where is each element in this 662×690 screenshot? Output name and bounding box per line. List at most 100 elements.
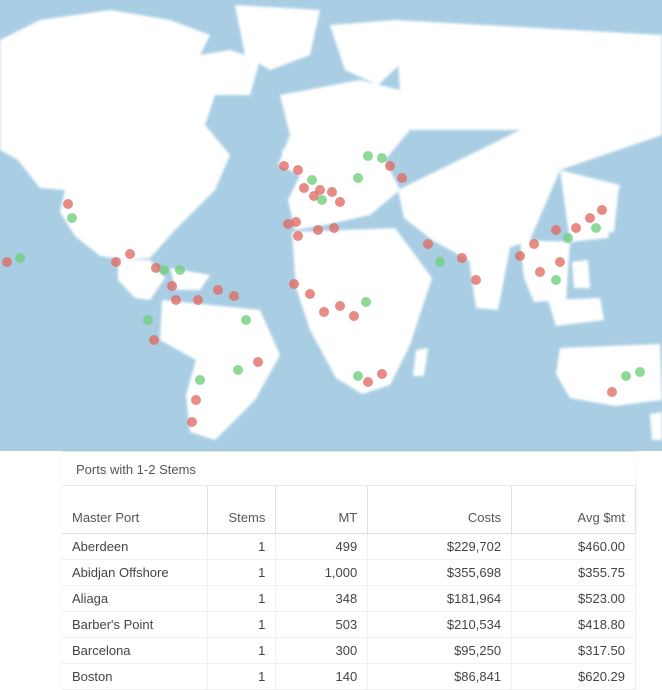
port-dot[interactable]	[535, 267, 545, 277]
port-dot[interactable]	[125, 249, 135, 259]
port-dot[interactable]	[67, 213, 77, 223]
port-dot[interactable]	[621, 371, 631, 381]
cell-mt: 300	[276, 638, 368, 664]
table-row[interactable]: Aliaga1348$181,964$523.00	[62, 586, 636, 612]
port-dot[interactable]	[397, 173, 407, 183]
port-dot[interactable]	[377, 153, 387, 163]
port-dot[interactable]	[591, 223, 601, 233]
port-dot[interactable]	[607, 387, 617, 397]
port-dot[interactable]	[299, 183, 309, 193]
port-dot[interactable]	[551, 225, 561, 235]
port-dot[interactable]	[193, 295, 203, 305]
port-dot[interactable]	[159, 265, 169, 275]
table-row[interactable]: Barcelona1300$95,250$317.50	[62, 638, 636, 664]
port-dot[interactable]	[315, 185, 325, 195]
port-dot[interactable]	[63, 199, 73, 209]
port-dot[interactable]	[289, 279, 299, 289]
port-dot[interactable]	[241, 315, 251, 325]
port-dot[interactable]	[329, 223, 339, 233]
port-dot[interactable]	[563, 233, 573, 243]
port-dot[interactable]	[363, 377, 373, 387]
port-dot[interactable]	[555, 257, 565, 267]
port-dot[interactable]	[597, 205, 607, 215]
port-dot[interactable]	[353, 173, 363, 183]
cell-stems: 1	[208, 664, 276, 690]
col-header-master-port[interactable]: Master Port	[62, 486, 208, 534]
cell-port: Abidjan Offshore	[62, 560, 208, 586]
panel-title: Ports with 1-2 Stems	[62, 452, 636, 486]
cell-port: Barber's Point	[62, 612, 208, 638]
port-dot[interactable]	[353, 371, 363, 381]
table-row[interactable]: Aberdeen1499$229,702$460.00	[62, 534, 636, 560]
cell-port: Boston	[62, 664, 208, 690]
cell-costs: $181,964	[368, 586, 512, 612]
port-dot[interactable]	[253, 357, 263, 367]
cell-port: Aliaga	[62, 586, 208, 612]
port-dot[interactable]	[233, 365, 243, 375]
port-dot[interactable]	[149, 335, 159, 345]
port-dot[interactable]	[167, 281, 177, 291]
port-dot[interactable]	[385, 161, 395, 171]
port-dot[interactable]	[2, 257, 12, 267]
port-dot[interactable]	[111, 257, 121, 267]
port-dot[interactable]	[471, 275, 481, 285]
col-header-costs[interactable]: Costs	[368, 486, 512, 534]
port-dot[interactable]	[423, 239, 433, 249]
port-dot[interactable]	[327, 187, 337, 197]
cell-mt: 499	[276, 534, 368, 560]
cell-stems: 1	[208, 638, 276, 664]
port-dot[interactable]	[187, 417, 197, 427]
col-header-stems[interactable]: Stems	[208, 486, 276, 534]
port-dot[interactable]	[551, 275, 561, 285]
port-dot[interactable]	[15, 253, 25, 263]
table-row[interactable]: Abidjan Offshore11,000$355,698$355.75	[62, 560, 636, 586]
port-dot[interactable]	[515, 251, 525, 261]
port-dot[interactable]	[195, 375, 205, 385]
cell-stems: 1	[208, 612, 276, 638]
port-dot[interactable]	[313, 225, 323, 235]
port-dot[interactable]	[191, 395, 201, 405]
port-dot[interactable]	[279, 161, 289, 171]
port-dot[interactable]	[335, 301, 345, 311]
cell-stems: 1	[208, 534, 276, 560]
port-dot[interactable]	[213, 285, 223, 295]
port-dot[interactable]	[363, 151, 373, 161]
port-dot[interactable]	[457, 253, 467, 263]
cell-avg: $418.80	[512, 612, 636, 638]
port-dot[interactable]	[377, 369, 387, 379]
port-dot[interactable]	[229, 291, 239, 301]
port-dot[interactable]	[349, 311, 359, 321]
cell-port: Aberdeen	[62, 534, 208, 560]
world-map[interactable]	[0, 0, 662, 451]
table-row[interactable]: Boston1140$86,841$620.29	[62, 664, 636, 690]
port-dot[interactable]	[171, 295, 181, 305]
port-dot[interactable]	[305, 289, 315, 299]
port-dot[interactable]	[291, 217, 301, 227]
world-map-svg	[0, 0, 662, 451]
port-dot[interactable]	[529, 239, 539, 249]
cell-avg: $355.75	[512, 560, 636, 586]
table-row[interactable]: Barber's Point1503$210,534$418.80	[62, 612, 636, 638]
col-header-avg[interactable]: Avg $mt	[512, 486, 636, 534]
port-dot[interactable]	[143, 315, 153, 325]
table-body: Aberdeen1499$229,702$460.00Abidjan Offsh…	[62, 534, 636, 690]
port-dot[interactable]	[293, 231, 303, 241]
port-dot[interactable]	[585, 213, 595, 223]
cell-stems: 1	[208, 586, 276, 612]
port-dot[interactable]	[175, 265, 185, 275]
port-dot[interactable]	[319, 307, 329, 317]
port-dot[interactable]	[335, 197, 345, 207]
port-dot[interactable]	[571, 223, 581, 233]
port-dot[interactable]	[307, 175, 317, 185]
cell-mt: 348	[276, 586, 368, 612]
col-header-mt[interactable]: MT	[276, 486, 368, 534]
cell-mt: 1,000	[276, 560, 368, 586]
cell-port: Barcelona	[62, 638, 208, 664]
port-dot[interactable]	[361, 297, 371, 307]
port-dot[interactable]	[635, 367, 645, 377]
cell-avg: $620.29	[512, 664, 636, 690]
port-dot[interactable]	[435, 257, 445, 267]
port-dot[interactable]	[293, 165, 303, 175]
cell-costs: $210,534	[368, 612, 512, 638]
port-dot[interactable]	[317, 195, 327, 205]
